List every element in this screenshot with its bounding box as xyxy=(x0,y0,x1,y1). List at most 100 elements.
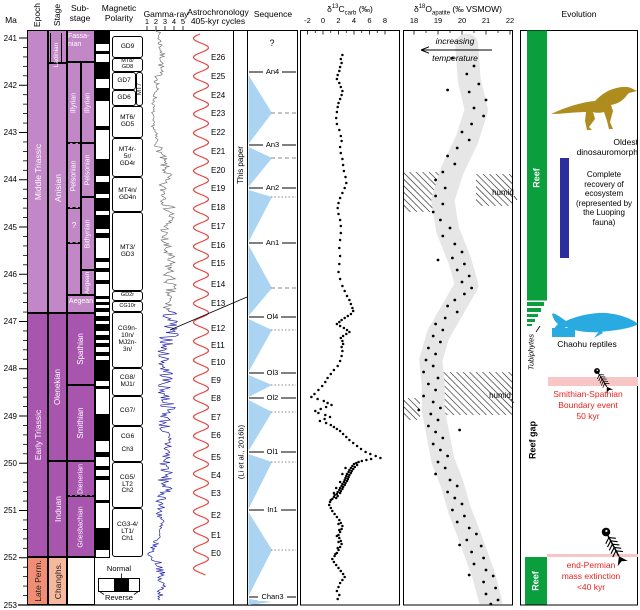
polarity-normal-segment xyxy=(95,88,110,101)
d13c-data-point xyxy=(335,122,339,126)
d13c-data-point xyxy=(338,81,341,85)
d13c-tick-label: 4 xyxy=(351,16,357,25)
d13c-data-point xyxy=(335,77,339,81)
polarity-normal-segment xyxy=(95,324,110,331)
substage-span-cell xyxy=(67,30,95,62)
d13c-data-point xyxy=(341,339,344,343)
d13c-data-point xyxy=(338,65,342,69)
d13c-box xyxy=(300,30,400,606)
d18o-tick-label: 21 xyxy=(481,16,491,25)
d13c-data-point xyxy=(328,500,332,504)
d18o-data-point xyxy=(429,412,433,416)
d13c-data-point xyxy=(323,417,326,421)
humid-hatch-zone xyxy=(476,174,512,206)
d13c-data-point xyxy=(355,444,359,448)
sequence-boundary: An3 xyxy=(250,140,295,150)
d18o-data-point xyxy=(434,388,437,392)
d18o-data-point xyxy=(479,544,483,548)
d13c-data-point xyxy=(341,284,344,288)
humid-label: humid xyxy=(492,188,514,197)
d18o-data-point xyxy=(472,64,476,68)
stage-label: Olenekian xyxy=(52,368,62,406)
eccentricity-cycle-label: E23 xyxy=(211,108,226,118)
substage-right-cell xyxy=(81,143,95,197)
fish-rib xyxy=(612,550,617,558)
d13c-data-point xyxy=(344,466,347,470)
chaohu-interval-bar xyxy=(552,328,575,337)
polarity-label-box: MT3/ GD3 xyxy=(112,212,143,291)
d13c-data-point xyxy=(345,328,349,332)
d18o-data-point xyxy=(460,280,464,284)
polarity-normal-segment xyxy=(95,466,110,470)
gamma-scale-label: 5 xyxy=(180,17,186,26)
substage-right-cell xyxy=(81,270,95,295)
stage-label: Changhs. xyxy=(52,562,63,600)
d18o-data-point xyxy=(439,340,442,344)
eccentricity-cycle-label: E16 xyxy=(211,240,226,250)
ma-tick-label: 252 xyxy=(3,553,17,563)
d13c-data-point xyxy=(310,395,313,399)
d13c-data-point xyxy=(348,330,351,334)
d13c-data-point xyxy=(343,316,346,320)
legend-normal-segment xyxy=(114,578,129,592)
d13c-data-point xyxy=(351,464,354,468)
fish-rib xyxy=(608,543,613,551)
reef-bar-fading-dash xyxy=(527,314,538,317)
substage-label: Fassa- nian xyxy=(68,33,90,49)
substage-label: Aegean xyxy=(68,298,94,305)
polarity-normal-segment xyxy=(95,62,110,79)
epme-event-label: end-Permian mass extinction <40 kyr xyxy=(561,560,621,593)
d13c-data-point xyxy=(338,254,342,258)
polarity-mt7-label: MT7 xyxy=(136,83,143,95)
d13c-data-point xyxy=(374,454,377,458)
evolution-box xyxy=(520,30,638,606)
polarity-label-box: CG8/ MJ1/ xyxy=(112,368,143,396)
d13c-data-point xyxy=(343,575,346,579)
ma-tick-label: 244 xyxy=(3,175,17,185)
d18o-data-point xyxy=(446,454,449,458)
d13c-data-point xyxy=(345,435,348,439)
d18o-data-point xyxy=(455,146,459,150)
reef-label-bottom: Reef xyxy=(530,571,541,591)
d13c-data-point xyxy=(335,492,339,496)
d18o-data-point xyxy=(453,496,457,500)
polarity-normal-segment xyxy=(95,343,110,347)
d18o-data-point xyxy=(439,406,442,410)
sequence-systems-tract-triangle xyxy=(248,400,272,451)
hatch-line xyxy=(495,174,512,191)
tuning-splice-line xyxy=(169,296,248,331)
substage-merged-cell xyxy=(67,461,95,496)
substage-merged-cell xyxy=(67,496,95,557)
fish-rib xyxy=(605,537,610,545)
d13c-data-point xyxy=(337,548,340,552)
d18o-data-point xyxy=(439,218,442,222)
d13c-data-point xyxy=(335,534,339,538)
ma-tick-label: 246 xyxy=(3,269,17,279)
d13c-data-point xyxy=(336,73,339,77)
eccentricity-cycle-label: E14 xyxy=(211,279,226,289)
d13c-data-point xyxy=(335,515,339,519)
d13c-data-point xyxy=(339,231,343,235)
substage-merged-cell xyxy=(67,557,95,605)
sequence-column-header: Sequence xyxy=(253,9,293,19)
d13c-data-point xyxy=(333,512,336,516)
humid-pointer xyxy=(513,195,518,201)
d13c-data-point xyxy=(342,326,346,330)
substage-label: Illyrian xyxy=(70,92,78,113)
d13c-data-point xyxy=(341,334,345,338)
d18o-data-point xyxy=(446,490,449,494)
reef-bar-bottom xyxy=(525,557,547,605)
d18o-data-point xyxy=(465,72,469,76)
d13c-data-point xyxy=(330,403,333,407)
hatch-line xyxy=(475,372,512,409)
polarity-label-box: GD6 xyxy=(112,90,136,106)
stage-label: Ladinian xyxy=(52,42,60,68)
d18o-data-point xyxy=(465,538,469,542)
polarity-normal-segment xyxy=(95,233,110,238)
d13c-data-point xyxy=(317,411,320,415)
d18o-data-point xyxy=(451,56,454,60)
fish-skeleton-icon xyxy=(601,527,628,567)
hatch-line xyxy=(404,191,424,212)
hatch-line xyxy=(476,174,509,206)
substage-label: Griesbachian xyxy=(77,505,85,548)
